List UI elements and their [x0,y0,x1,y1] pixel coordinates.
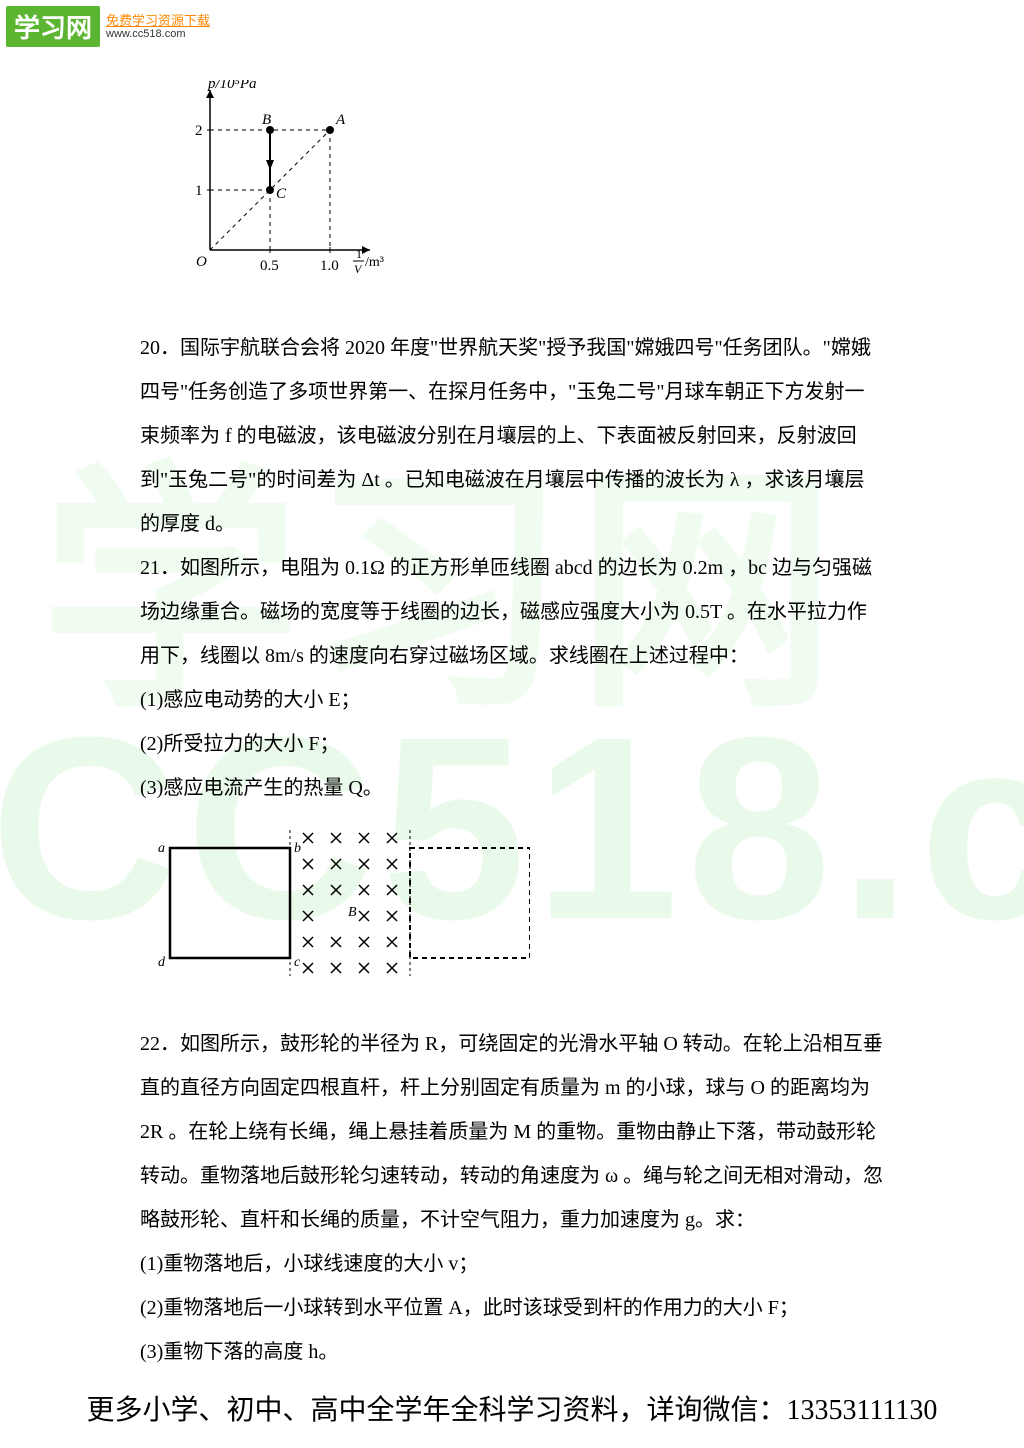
svg-text:1: 1 [356,247,362,261]
question-20: 20．国际宇航联合会将 2020 年度"世界航天奖"授予我国"嫦娥四号"任务团队… [140,326,884,546]
svg-text:b: b [294,841,301,856]
svg-text:1: 1 [195,183,203,199]
svg-text:A: A [335,112,346,128]
svg-text:O: O [196,254,207,270]
svg-text:2: 2 [195,123,203,139]
question-22-sub1: (1)重物落地后，小球线速度的大小 v； [140,1242,884,1286]
svg-text:B: B [348,905,357,920]
document-content: p/10⁵Pa 2 1 O 0.5 1.0 A B C 1 V /m³ 20．国… [140,70,884,1374]
figure-pv-graph: p/10⁵Pa 2 1 O 0.5 1.0 A B C 1 V /m³ [170,80,884,306]
svg-text:/m³: /m³ [365,255,384,270]
page-footer: 更多小学、初中、高中全学年全科学习资料，详询微信：13353111130 [0,1388,1024,1428]
question-22-sub2: (2)重物落地后一小球转到水平位置 A，此时该球受到杆的作用力的大小 F； [140,1286,884,1330]
svg-text:B: B [262,112,271,128]
site-logo: 学习网 免费学习资源下载 www.cc518.com [6,6,210,47]
figure-coil-field: a b c d B [150,818,884,1004]
logo-subtitle: 免费学习资源下载 [106,14,210,27]
question-22-sub3: (3)重物下落的高度 h。 [140,1330,884,1374]
svg-text:a: a [158,841,165,856]
logo-url: www.cc518.com [106,29,210,40]
logo-badge: 学习网 [6,6,100,47]
svg-text:c: c [294,955,301,970]
question-21-sub3: (3)感应电流产生的热量 Q。 [140,766,884,810]
svg-text:0.5: 0.5 [260,258,279,274]
svg-text:d: d [158,955,166,970]
svg-text:V: V [354,262,363,276]
svg-text:1.0: 1.0 [320,258,339,274]
question-21: 21．如图所示，电阻为 0.1Ω 的正方形单匝线圈 abcd 的边长为 0.2m… [140,546,884,678]
question-21-sub2: (2)所受拉力的大小 F； [140,722,884,766]
svg-text:p/10⁵Pa: p/10⁵Pa [207,80,257,92]
question-22: 22．如图所示，鼓形轮的半径为 R，可绕固定的光滑水平轴 O 转动。在轮上沿相互… [140,1022,884,1242]
question-21-sub1: (1)感应电动势的大小 E； [140,678,884,722]
svg-text:C: C [276,186,287,202]
